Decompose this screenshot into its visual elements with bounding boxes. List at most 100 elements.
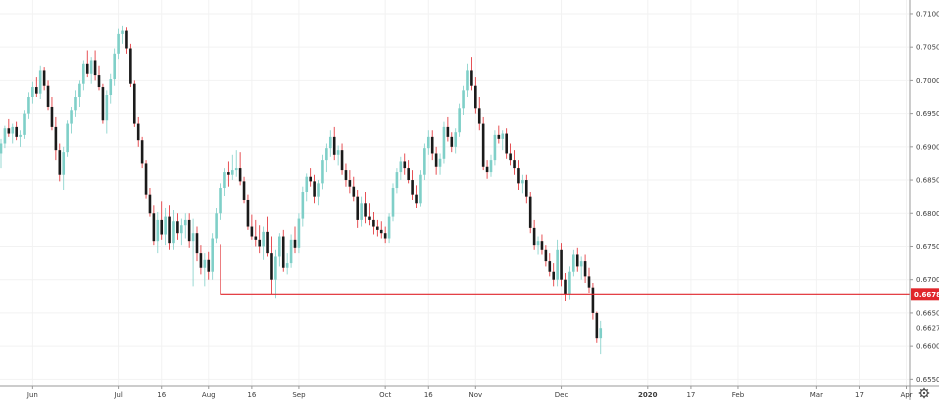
candle-body (552, 271, 556, 280)
candle-body (599, 328, 603, 339)
candle (227, 161, 230, 187)
candle-body (528, 196, 532, 228)
candle-body (246, 199, 250, 227)
candle-body (101, 87, 105, 121)
candle (195, 226, 199, 262)
candle-body (336, 150, 340, 155)
candle-body (544, 249, 548, 262)
candle (250, 214, 254, 240)
candle (132, 80, 136, 127)
candle (242, 176, 246, 204)
candle (595, 311, 599, 343)
candle-body (305, 176, 309, 193)
gear-ring (920, 389, 928, 397)
candle-body (66, 123, 69, 153)
candle-body (348, 180, 352, 187)
grid (0, 0, 910, 386)
candle (430, 130, 434, 161)
candle (293, 226, 297, 254)
candle-body (242, 181, 246, 200)
candle (524, 174, 528, 204)
gear-hub (922, 391, 926, 395)
candles (0, 25, 603, 355)
x-tick-label: 16 (247, 391, 256, 399)
candle-body (121, 30, 124, 34)
candle-body (470, 70, 473, 86)
candle (489, 154, 493, 177)
candle-body (419, 174, 422, 204)
candle-body (360, 203, 363, 220)
candle (587, 267, 591, 293)
candle (317, 180, 320, 206)
candle-body (254, 236, 258, 240)
candle-body (383, 233, 387, 239)
candle (11, 123, 15, 144)
candle (199, 245, 203, 275)
candle (560, 243, 563, 287)
candle-body (160, 219, 164, 235)
candle (121, 25, 124, 44)
candle-body (223, 172, 226, 189)
candle-body (34, 87, 38, 94)
candle-body (387, 216, 391, 239)
candle-body (85, 63, 89, 74)
candle-body (466, 70, 469, 91)
candle (528, 192, 532, 234)
candle-body (297, 218, 301, 248)
candle (164, 207, 167, 246)
settings-gear-icon[interactable] (918, 387, 930, 399)
candle-body (548, 261, 552, 272)
candle-body (364, 203, 367, 217)
candle (434, 146, 438, 175)
candle-body (129, 48, 132, 84)
candle (497, 125, 501, 144)
candle-body (262, 231, 265, 247)
candle-body (313, 181, 316, 197)
candle-body (152, 213, 156, 242)
candle (258, 225, 262, 254)
candle-body (489, 160, 493, 173)
candle (203, 253, 207, 287)
candle-body (501, 133, 505, 139)
candle (148, 188, 152, 217)
candle-body (27, 97, 30, 114)
candle-body (560, 249, 563, 280)
candle-body (524, 180, 528, 197)
candle (591, 283, 595, 320)
candle (501, 130, 505, 151)
candle (207, 251, 211, 280)
candle-body (164, 216, 167, 235)
candle-body (579, 261, 583, 267)
candle (364, 192, 367, 224)
candle (332, 126, 336, 161)
candle (230, 154, 234, 181)
candle (219, 183, 222, 220)
candle-body (3, 128, 7, 144)
candle-body (395, 172, 399, 189)
candle-body (474, 85, 477, 109)
candle (156, 211, 160, 254)
candle-body (293, 239, 297, 248)
candle (321, 154, 324, 190)
settings-icon[interactable] (918, 387, 930, 399)
candle (599, 320, 603, 355)
candle (305, 173, 309, 202)
candle (285, 253, 289, 275)
candle (579, 256, 583, 280)
candle-body (572, 254, 575, 272)
candle-body (156, 219, 160, 242)
candle-body (372, 219, 375, 227)
candle (70, 106, 73, 134)
candle-body (426, 136, 430, 149)
candle (583, 254, 587, 284)
candle-body (113, 53, 116, 80)
candle (66, 120, 69, 157)
candle (117, 28, 120, 60)
candle-body (109, 79, 113, 96)
candle (556, 239, 559, 287)
